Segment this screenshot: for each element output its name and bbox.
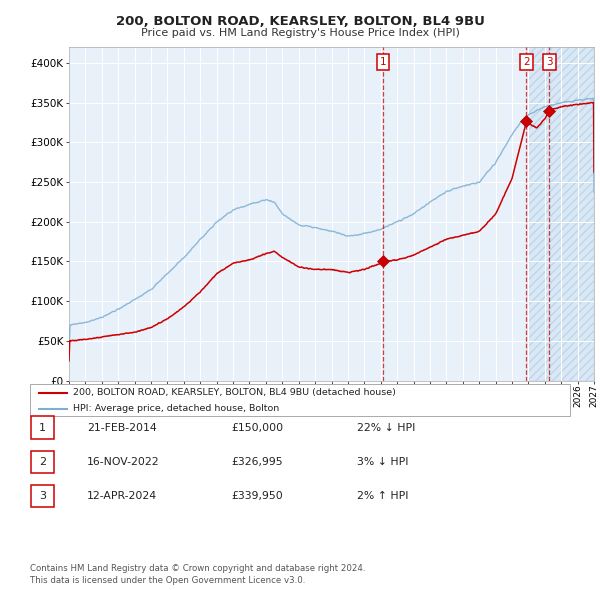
Text: 22% ↓ HPI: 22% ↓ HPI	[357, 422, 415, 432]
Text: Contains HM Land Registry data © Crown copyright and database right 2024.
This d: Contains HM Land Registry data © Crown c…	[30, 565, 365, 585]
Bar	[529, 47, 594, 381]
Text: 1: 1	[380, 57, 386, 67]
Text: 1: 1	[39, 422, 46, 432]
FancyBboxPatch shape	[30, 384, 570, 416]
Text: 200, BOLTON ROAD, KEARSLEY, BOLTON, BL4 9BU (detached house): 200, BOLTON ROAD, KEARSLEY, BOLTON, BL4 …	[73, 388, 396, 397]
Text: 12-APR-2024: 12-APR-2024	[87, 491, 157, 501]
Text: 3: 3	[39, 491, 46, 501]
FancyBboxPatch shape	[31, 451, 54, 473]
Text: 2: 2	[39, 457, 46, 467]
Bar	[529, 47, 594, 381]
Text: 2: 2	[523, 57, 530, 67]
Text: HPI: Average price, detached house, Bolton: HPI: Average price, detached house, Bolt…	[73, 404, 280, 414]
FancyBboxPatch shape	[31, 417, 54, 439]
Text: 3% ↓ HPI: 3% ↓ HPI	[357, 457, 409, 467]
Text: £326,995: £326,995	[231, 457, 283, 467]
Text: Price paid vs. HM Land Registry's House Price Index (HPI): Price paid vs. HM Land Registry's House …	[140, 28, 460, 38]
Text: £339,950: £339,950	[231, 491, 283, 501]
Text: 200, BOLTON ROAD, KEARSLEY, BOLTON, BL4 9BU: 200, BOLTON ROAD, KEARSLEY, BOLTON, BL4 …	[116, 15, 484, 28]
Text: £150,000: £150,000	[231, 422, 283, 432]
FancyBboxPatch shape	[31, 485, 54, 507]
Text: 16-NOV-2022: 16-NOV-2022	[87, 457, 160, 467]
Text: 21-FEB-2014: 21-FEB-2014	[87, 422, 157, 432]
Text: 2% ↑ HPI: 2% ↑ HPI	[357, 491, 409, 501]
Text: 3: 3	[546, 57, 553, 67]
